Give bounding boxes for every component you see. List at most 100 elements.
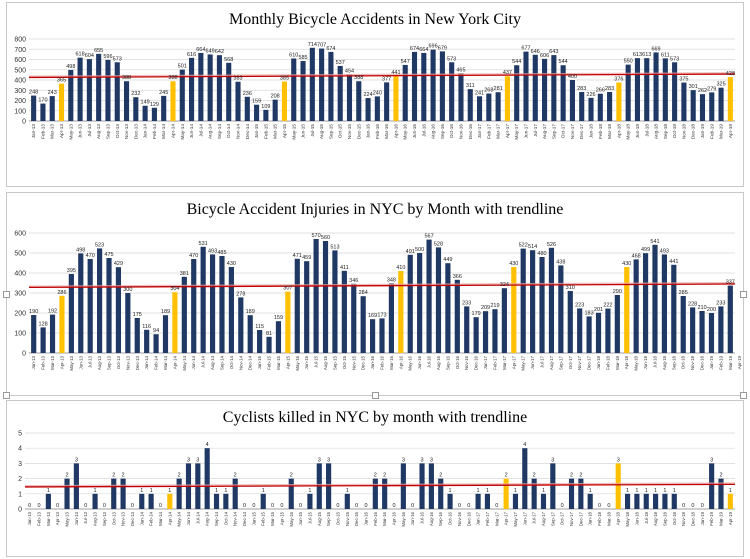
bar[interactable] (49, 314, 56, 353)
bar[interactable] (207, 54, 213, 121)
bar[interactable] (680, 296, 686, 353)
bar[interactable] (257, 330, 263, 353)
bar[interactable] (597, 93, 603, 121)
bar[interactable] (411, 51, 418, 121)
bar[interactable] (151, 107, 157, 121)
bar[interactable] (512, 493, 519, 509)
bar[interactable] (40, 327, 46, 353)
bar[interactable] (313, 239, 319, 353)
bar[interactable] (605, 308, 611, 353)
bar[interactable] (417, 253, 423, 353)
bar[interactable] (579, 91, 585, 121)
bar[interactable] (569, 80, 575, 121)
bar[interactable] (567, 291, 573, 353)
bar[interactable] (560, 65, 566, 121)
bar[interactable] (209, 254, 216, 353)
bar[interactable] (332, 250, 338, 353)
bar[interactable] (285, 291, 291, 353)
bar[interactable] (614, 295, 620, 353)
bar[interactable] (616, 82, 622, 121)
bar[interactable] (458, 73, 464, 121)
bar[interactable] (374, 96, 380, 121)
bar[interactable] (558, 265, 564, 353)
bar[interactable] (550, 463, 556, 509)
bar[interactable] (96, 53, 102, 121)
bar[interactable] (504, 76, 510, 121)
bar[interactable] (727, 285, 733, 353)
bar[interactable] (586, 316, 592, 353)
bar[interactable] (379, 318, 385, 353)
bar[interactable] (228, 267, 234, 353)
bar[interactable] (421, 52, 427, 121)
bar[interactable] (531, 478, 537, 509)
bar[interactable] (78, 253, 84, 353)
bar[interactable] (718, 478, 724, 509)
bar[interactable] (68, 69, 74, 121)
bar[interactable] (690, 90, 696, 121)
bar[interactable] (625, 64, 631, 121)
bar[interactable] (551, 55, 557, 121)
bar[interactable] (523, 51, 529, 121)
bar[interactable] (232, 478, 238, 509)
bar[interactable] (402, 64, 408, 121)
bar[interactable] (139, 493, 145, 509)
bar[interactable] (260, 493, 266, 509)
bar[interactable] (473, 317, 479, 353)
bar[interactable] (426, 239, 432, 353)
bar[interactable] (92, 493, 98, 509)
bar[interactable] (419, 463, 425, 509)
bar[interactable] (464, 306, 470, 353)
bar[interactable] (49, 96, 55, 121)
bar[interactable] (266, 336, 272, 353)
bar[interactable] (492, 309, 498, 353)
bar[interactable] (58, 83, 65, 121)
bar[interactable] (398, 271, 404, 353)
bar[interactable] (588, 97, 594, 121)
bar[interactable] (624, 267, 630, 353)
bar[interactable] (68, 274, 74, 353)
deaths-chart-panel[interactable]: Cyclists killed in NYC by month with tre… (6, 400, 744, 557)
bar[interactable] (281, 81, 288, 121)
bar[interactable] (304, 261, 310, 353)
bar[interactable] (226, 62, 232, 121)
resize-handle-left[interactable] (3, 291, 10, 298)
bar[interactable] (111, 478, 117, 509)
bar[interactable] (351, 283, 357, 353)
bar[interactable] (319, 48, 325, 121)
bar[interactable] (727, 493, 733, 509)
bar[interactable] (191, 259, 197, 353)
bar[interactable] (170, 81, 176, 121)
bar[interactable] (495, 92, 501, 121)
bar[interactable] (438, 478, 444, 509)
bar[interactable] (540, 493, 547, 509)
bar[interactable] (467, 89, 473, 121)
bar[interactable] (643, 493, 649, 509)
bar[interactable] (87, 259, 93, 353)
bar[interactable] (341, 270, 347, 353)
bar[interactable] (699, 94, 706, 121)
bar[interactable] (31, 95, 37, 121)
bar[interactable] (578, 478, 584, 509)
bar[interactable] (653, 52, 659, 121)
bar[interactable] (577, 308, 583, 353)
bar[interactable] (162, 315, 169, 353)
bar[interactable] (219, 256, 225, 353)
bar[interactable] (179, 69, 185, 121)
bar[interactable] (699, 311, 705, 353)
bar[interactable] (59, 295, 65, 353)
bar[interactable] (172, 292, 178, 353)
bar[interactable] (77, 57, 83, 121)
bar[interactable] (445, 263, 451, 353)
bar[interactable] (382, 478, 388, 509)
bar[interactable] (176, 478, 182, 509)
bar[interactable] (134, 318, 140, 353)
bar[interactable] (365, 98, 371, 121)
bar[interactable] (263, 109, 269, 121)
bar[interactable] (484, 493, 491, 509)
bar[interactable] (254, 104, 260, 121)
bar[interactable] (223, 493, 229, 509)
bar[interactable] (244, 96, 250, 121)
bar[interactable] (476, 96, 483, 121)
bar[interactable] (709, 463, 715, 509)
bar[interactable] (275, 321, 282, 353)
